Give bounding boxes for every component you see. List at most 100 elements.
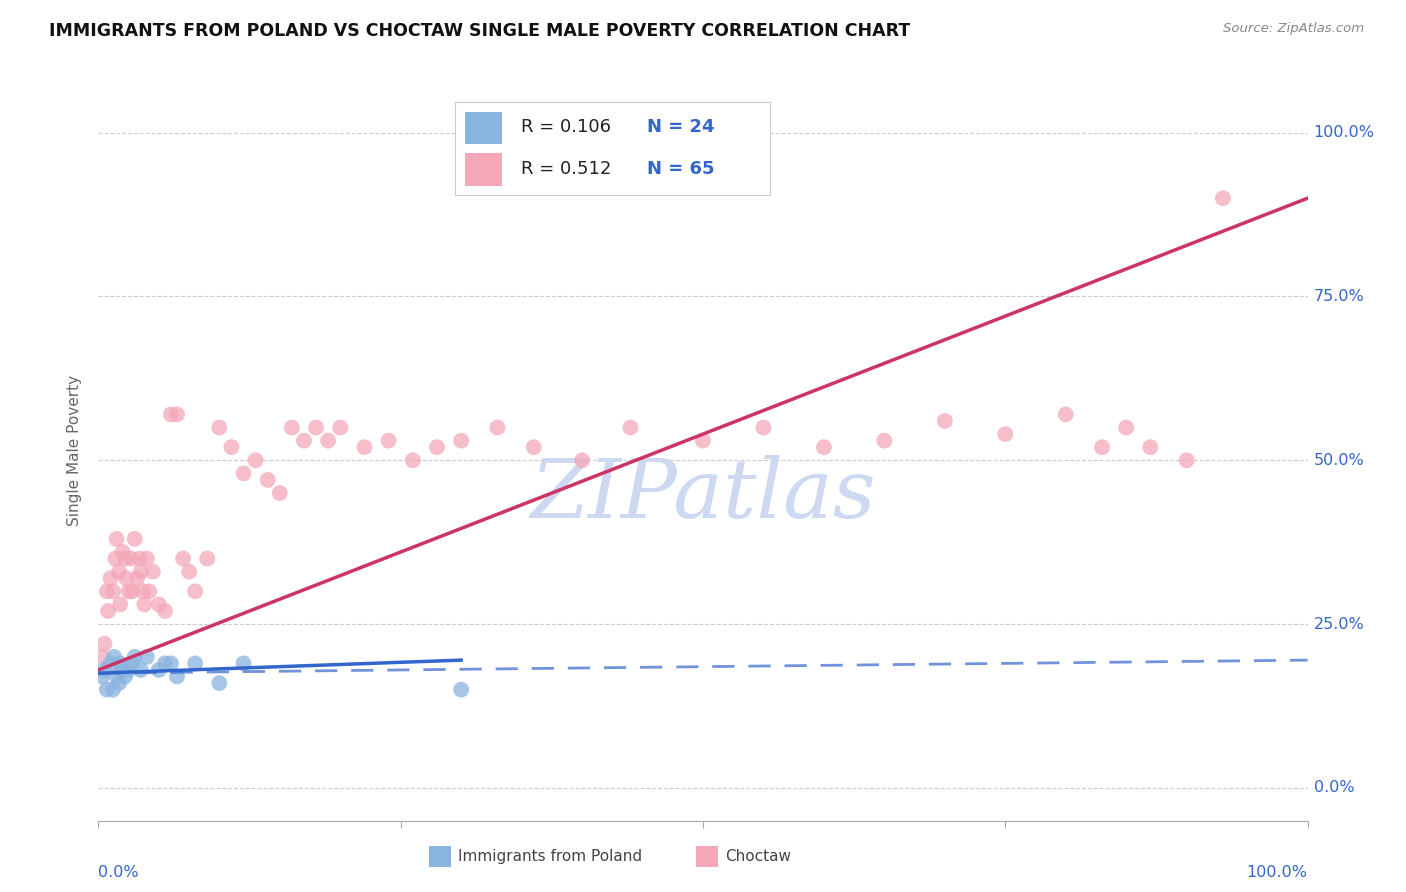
- Point: [450, 434, 472, 448]
- Point: [128, 551, 150, 566]
- Point: [148, 598, 170, 612]
- Point: [402, 453, 425, 467]
- Point: [269, 486, 291, 500]
- Point: [108, 598, 131, 612]
- Point: [426, 440, 449, 454]
- Point: [245, 453, 267, 467]
- Point: [232, 467, 254, 481]
- Point: [305, 420, 328, 434]
- Point: [100, 657, 122, 671]
- Point: [172, 551, 194, 566]
- Text: 50.0%: 50.0%: [1313, 453, 1364, 467]
- Y-axis label: Single Male Poverty: Single Male Poverty: [67, 375, 83, 526]
- Point: [132, 584, 155, 599]
- Point: [138, 584, 160, 599]
- Text: IMMIGRANTS FROM POLAND VS CHOCTAW SINGLE MALE POVERTY CORRELATION CHART: IMMIGRANTS FROM POLAND VS CHOCTAW SINGLE…: [49, 22, 911, 40]
- Text: 0.0%: 0.0%: [98, 865, 139, 880]
- Point: [208, 676, 231, 690]
- Point: [934, 414, 956, 428]
- Point: [1175, 453, 1198, 467]
- Point: [316, 434, 339, 448]
- Point: [994, 427, 1017, 442]
- Point: [108, 676, 131, 690]
- Point: [114, 669, 136, 683]
- Point: [96, 682, 118, 697]
- Text: Source: ZipAtlas.com: Source: ZipAtlas.com: [1223, 22, 1364, 36]
- Text: ZIPatlas: ZIPatlas: [530, 455, 876, 535]
- Point: [111, 663, 134, 677]
- Point: [353, 440, 375, 454]
- Point: [195, 551, 218, 566]
- Point: [124, 532, 146, 546]
- Point: [232, 657, 254, 671]
- Point: [208, 420, 231, 434]
- Point: [101, 682, 124, 697]
- Point: [105, 669, 128, 683]
- Point: [101, 584, 124, 599]
- Point: [105, 532, 128, 546]
- Point: [96, 584, 118, 599]
- Point: [221, 440, 243, 454]
- Point: [134, 598, 156, 612]
- Point: [752, 420, 775, 434]
- Point: [184, 657, 207, 671]
- Point: [135, 649, 157, 664]
- Point: [93, 637, 115, 651]
- Point: [103, 649, 125, 664]
- Point: [115, 571, 138, 585]
- Text: 25.0%: 25.0%: [1313, 616, 1364, 632]
- Point: [153, 657, 176, 671]
- Point: [184, 584, 207, 599]
- Point: [124, 649, 146, 664]
- Point: [97, 604, 120, 618]
- Point: [100, 571, 122, 585]
- Point: [1091, 440, 1114, 454]
- Point: [120, 551, 142, 566]
- Point: [873, 434, 896, 448]
- Point: [118, 584, 141, 599]
- Point: [93, 663, 115, 677]
- Point: [108, 565, 131, 579]
- Point: [1139, 440, 1161, 454]
- Text: Immigrants from Poland: Immigrants from Poland: [458, 849, 643, 863]
- Point: [91, 669, 114, 683]
- Point: [104, 551, 127, 566]
- Point: [114, 551, 136, 566]
- Point: [127, 571, 149, 585]
- Point: [571, 453, 593, 467]
- Point: [111, 545, 134, 559]
- Point: [329, 420, 352, 434]
- Point: [292, 434, 315, 448]
- Point: [153, 604, 176, 618]
- Point: [179, 565, 201, 579]
- Point: [1054, 408, 1077, 422]
- Point: [118, 663, 141, 677]
- Point: [813, 440, 835, 454]
- Point: [135, 551, 157, 566]
- Text: Choctaw: Choctaw: [725, 849, 792, 863]
- Point: [281, 420, 304, 434]
- Text: 75.0%: 75.0%: [1313, 289, 1364, 304]
- Point: [160, 657, 183, 671]
- Point: [450, 682, 472, 697]
- Point: [142, 565, 165, 579]
- Point: [256, 473, 278, 487]
- Point: [692, 434, 714, 448]
- Point: [1115, 420, 1137, 434]
- Point: [377, 434, 399, 448]
- Point: [129, 663, 152, 677]
- Text: 100.0%: 100.0%: [1247, 865, 1308, 880]
- Point: [160, 408, 183, 422]
- Text: 0.0%: 0.0%: [1313, 780, 1354, 796]
- Point: [166, 669, 188, 683]
- Point: [148, 663, 170, 677]
- Point: [121, 657, 143, 671]
- Text: 100.0%: 100.0%: [1313, 125, 1375, 140]
- Point: [486, 420, 509, 434]
- Point: [91, 649, 114, 664]
- Point: [121, 584, 143, 599]
- Point: [166, 408, 188, 422]
- Point: [619, 420, 641, 434]
- Point: [1212, 191, 1234, 205]
- Point: [108, 657, 131, 671]
